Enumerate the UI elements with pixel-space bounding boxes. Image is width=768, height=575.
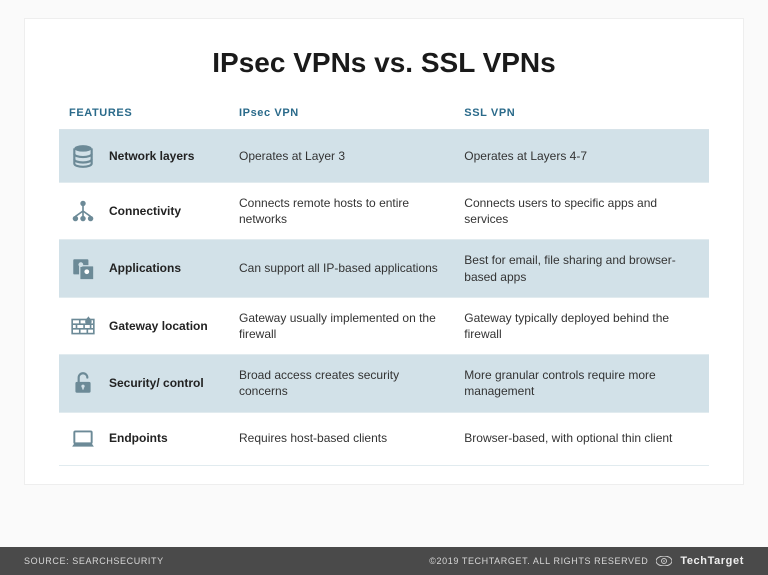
table-row: Security/ control Broad access creates se… [59, 355, 709, 412]
ipsec-cell: Operates at Layer 3 [229, 130, 454, 183]
table-row: Gateway location Gateway usually implemen… [59, 297, 709, 354]
table-row: Endpoints Requires host-based clientsBrow… [59, 412, 709, 465]
feature-label: Applications [109, 261, 181, 275]
footer-bar: SOURCE: SEARCHSECURITY ©2019 TECHTARGET.… [0, 547, 768, 575]
feature-cell: Security/ control [59, 355, 229, 412]
feature-cell: Network layers [59, 130, 229, 183]
header-row: FEATURES IPsec VPN SSL VPN [59, 99, 709, 130]
ssl-cell: Browser-based, with optional thin client [454, 412, 709, 465]
page-title: IPsec VPNs vs. SSL VPNs [59, 47, 709, 79]
ssl-cell: Connects users to specific apps and serv… [454, 183, 709, 240]
laptop-icon [69, 425, 97, 453]
network-icon [69, 197, 97, 225]
lock-icon [69, 369, 97, 397]
feature-label: Network layers [109, 149, 194, 163]
col-header-features: FEATURES [59, 99, 229, 130]
feature-cell: Connectivity [59, 183, 229, 240]
ipsec-cell: Gateway usually implemented on the firew… [229, 297, 454, 354]
comparison-table: FEATURES IPsec VPN SSL VPN Network layer… [59, 99, 709, 466]
ssl-cell: More granular controls require more mana… [454, 355, 709, 412]
ssl-cell: Gateway typically deployed behind the fi… [454, 297, 709, 354]
firewall-icon [69, 312, 97, 340]
footer-source: SOURCE: SEARCHSECURITY [24, 556, 164, 566]
database-icon [69, 142, 97, 170]
feature-cell: Applications [59, 240, 229, 297]
footer-copyright: ©2019 TECHTARGET. ALL RIGHTS RESERVED [429, 556, 648, 566]
feature-label: Gateway location [109, 319, 208, 333]
apps-icon [69, 255, 97, 283]
ipsec-cell: Can support all IP-based applications [229, 240, 454, 297]
feature-label: Security/ control [109, 376, 204, 390]
feature-cell: Gateway location [59, 297, 229, 354]
techtarget-eye-icon [656, 556, 672, 566]
feature-label: Connectivity [109, 204, 181, 218]
col-header-ssl: SSL VPN [454, 99, 709, 130]
feature-label: Endpoints [109, 431, 168, 445]
table-row: Applications Can support all IP-based app… [59, 240, 709, 297]
feature-cell: Endpoints [59, 412, 229, 465]
table-row: Network layers Operates at Layer 3Operate… [59, 130, 709, 183]
col-header-ipsec: IPsec VPN [229, 99, 454, 130]
ipsec-cell: Broad access creates security concerns [229, 355, 454, 412]
ssl-cell: Best for email, file sharing and browser… [454, 240, 709, 297]
table-row: Connectivity Connects remote hosts to ent… [59, 183, 709, 240]
ipsec-cell: Connects remote hosts to entire networks [229, 183, 454, 240]
ipsec-cell: Requires host-based clients [229, 412, 454, 465]
ssl-cell: Operates at Layers 4-7 [454, 130, 709, 183]
comparison-card: IPsec VPNs vs. SSL VPNs FEATURES IPsec V… [24, 18, 744, 485]
